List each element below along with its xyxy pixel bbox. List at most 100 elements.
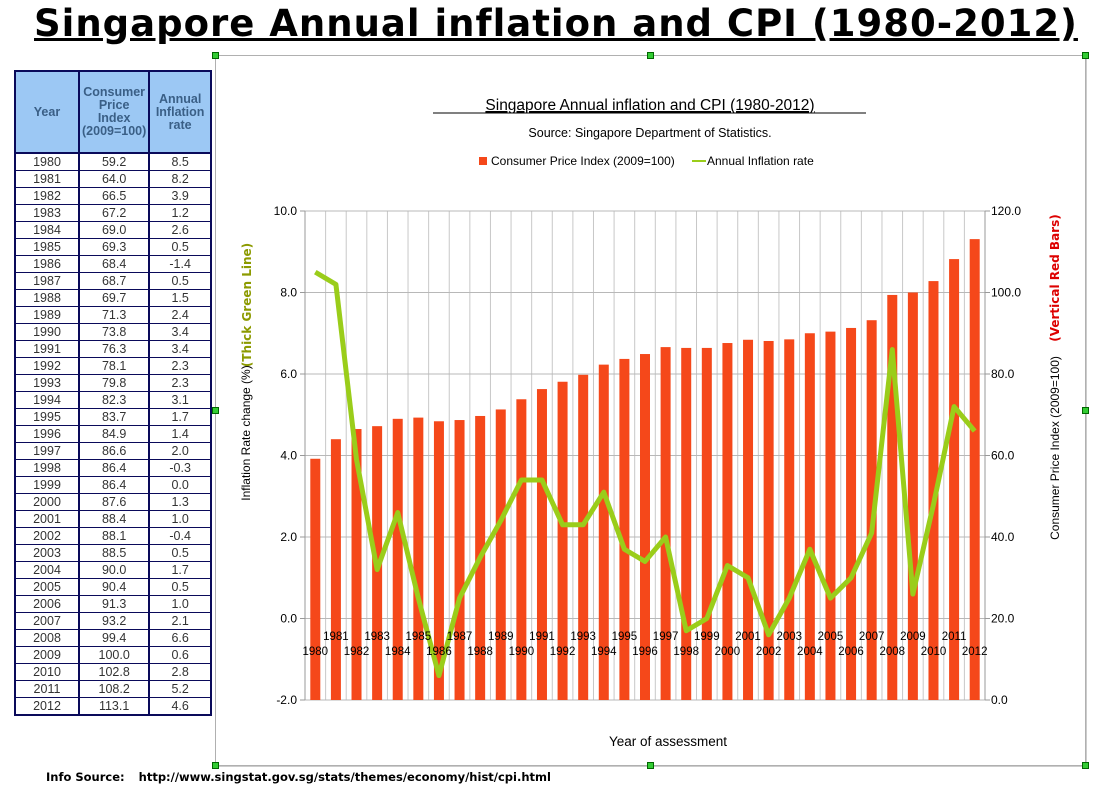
bar-cpi-2009 bbox=[907, 292, 918, 700]
resize-handle[interactable] bbox=[212, 407, 219, 414]
cell-cpi: 90.0 bbox=[77, 561, 151, 579]
x-tick-label: 1992 bbox=[550, 646, 576, 658]
bar-cpi-1994 bbox=[598, 364, 609, 700]
x-tick-label: 1994 bbox=[591, 646, 617, 658]
cell-cpi: 69.7 bbox=[77, 289, 151, 307]
bar-cpi-2011 bbox=[949, 259, 960, 700]
y-tick-label-left: 8.0 bbox=[280, 286, 297, 300]
bar-cpi-1985 bbox=[413, 417, 424, 700]
y-tick-label-right: 120.0 bbox=[991, 204, 1021, 218]
cell-cpi: 87.6 bbox=[77, 493, 151, 511]
cell-inflation: 2.1 bbox=[148, 612, 212, 630]
cell-cpi: 67.2 bbox=[77, 204, 151, 222]
resize-handle[interactable] bbox=[1082, 762, 1089, 769]
x-tick-label: 1991 bbox=[529, 631, 555, 643]
x-tick-label: 2004 bbox=[797, 646, 823, 658]
header-cpi: Consumer Price Index (2009=100) bbox=[77, 70, 151, 154]
cell-cpi: 73.8 bbox=[77, 323, 151, 341]
table-row: 2007 93.2 2.1 bbox=[14, 612, 212, 630]
cell-inflation: 2.4 bbox=[148, 306, 212, 324]
y-tick-label-right: 100.0 bbox=[991, 286, 1021, 300]
table-row: 1983 67.2 1.2 bbox=[14, 204, 212, 222]
table-row: 2012 113.1 4.6 bbox=[14, 697, 212, 716]
x-tick-label: 1998 bbox=[673, 646, 699, 658]
x-tick-label: 1982 bbox=[344, 646, 370, 658]
bar-cpi-1991 bbox=[536, 389, 547, 700]
cell-year: 2001 bbox=[14, 510, 80, 528]
bar-cpi-2001 bbox=[743, 339, 754, 700]
y-tick-label-left: 2.0 bbox=[280, 530, 297, 544]
x-tick-label: 2012 bbox=[962, 646, 988, 658]
y-tick-label-left: -2.0 bbox=[276, 693, 297, 707]
data-table: Year Consumer Price Index (2009=100) Ann… bbox=[14, 70, 212, 716]
page-title: Singapore Annual inflation and CPI (1980… bbox=[34, 2, 1078, 45]
cell-year: 1989 bbox=[14, 306, 80, 324]
cell-inflation: 1.4 bbox=[148, 425, 212, 443]
bar-cpi-2010 bbox=[928, 281, 939, 700]
resize-handle[interactable] bbox=[647, 52, 654, 59]
x-tick-label: 1985 bbox=[406, 631, 432, 643]
x-tick-label: 2011 bbox=[942, 631, 967, 643]
y-tick-label-right: 0.0 bbox=[991, 693, 1008, 707]
chart-subtitle: Source: Singapore Department of Statisti… bbox=[528, 126, 771, 140]
resize-handle[interactable] bbox=[647, 762, 654, 769]
x-tick-label: 2001 bbox=[735, 631, 761, 643]
info-source-label: Info Source: bbox=[46, 770, 125, 784]
resize-handle[interactable] bbox=[1082, 407, 1089, 414]
x-tick-label: 2002 bbox=[756, 646, 782, 658]
y-axis-right-title: Consumer Price Index (2009=100) bbox=[1048, 356, 1062, 540]
bar-cpi-1986 bbox=[433, 421, 444, 700]
cell-year: 2012 bbox=[14, 697, 80, 716]
resize-handle[interactable] bbox=[212, 52, 219, 59]
bar-cpi-2005 bbox=[825, 331, 836, 700]
x-tick-label: 2010 bbox=[921, 646, 947, 658]
bar-cpi-1984 bbox=[392, 418, 403, 700]
cell-inflation: 8.5 bbox=[148, 152, 212, 171]
table-row: 2008 99.4 6.6 bbox=[14, 629, 212, 647]
resize-handle[interactable] bbox=[212, 762, 219, 769]
bar-cpi-2007 bbox=[866, 320, 877, 700]
table-row: 1989 71.3 2.4 bbox=[14, 306, 212, 324]
table-row: 1980 59.2 8.5 bbox=[14, 152, 212, 171]
cell-year: 1986 bbox=[14, 255, 80, 273]
y-tick-label-right: 40.0 bbox=[991, 530, 1015, 544]
cell-inflation: 5.2 bbox=[148, 680, 212, 698]
x-tick-label: 2003 bbox=[776, 631, 802, 643]
table-row: 1981 64.0 8.2 bbox=[14, 170, 212, 188]
cell-year: 1991 bbox=[14, 340, 80, 358]
table-row: 1996 84.9 1.4 bbox=[14, 425, 212, 443]
cell-year: 1982 bbox=[14, 187, 80, 205]
cell-year: 1990 bbox=[14, 323, 80, 341]
bar-cpi-1995 bbox=[619, 358, 630, 700]
x-tick-label: 1984 bbox=[385, 646, 411, 658]
y-tick-label-right: 60.0 bbox=[991, 449, 1015, 463]
table-row: 2003 88.5 0.5 bbox=[14, 544, 212, 562]
cell-year: 1994 bbox=[14, 391, 80, 409]
cell-year: 1981 bbox=[14, 170, 80, 188]
bar-cpi-1996 bbox=[640, 354, 650, 700]
table-row: 2002 88.1 -0.4 bbox=[14, 527, 212, 545]
resize-handle[interactable] bbox=[1082, 52, 1089, 59]
cell-inflation: 3.4 bbox=[148, 340, 212, 358]
cell-year: 1998 bbox=[14, 459, 80, 477]
header-inflation: Annual Inflation rate bbox=[148, 70, 212, 154]
cell-inflation: -0.4 bbox=[148, 527, 212, 545]
y-axis-right-note: (Vertical Red Bars) bbox=[1048, 214, 1062, 341]
x-tick-label: 1981 bbox=[323, 631, 349, 643]
cell-cpi: 108.2 bbox=[77, 680, 151, 698]
x-tick-label: 2007 bbox=[859, 631, 885, 643]
cell-year: 1997 bbox=[14, 442, 80, 460]
legend-swatch-cpi bbox=[479, 157, 487, 165]
cell-inflation: 4.6 bbox=[148, 697, 212, 716]
x-axis-title: Year of assessment bbox=[609, 734, 727, 749]
x-tick-label: 1983 bbox=[364, 631, 390, 643]
info-source-url[interactable]: http://www.singstat.gov.sg/stats/themes/… bbox=[138, 770, 551, 784]
x-tick-label: 2005 bbox=[818, 631, 844, 643]
bar-cpi-1993 bbox=[578, 374, 589, 700]
bar-cpi-2000 bbox=[722, 343, 733, 700]
cell-cpi: 88.5 bbox=[77, 544, 151, 562]
y-tick-label-left: 0.0 bbox=[280, 612, 297, 626]
x-tick-label: 1990 bbox=[509, 646, 535, 658]
chart-frame[interactable] bbox=[212, 52, 1089, 769]
